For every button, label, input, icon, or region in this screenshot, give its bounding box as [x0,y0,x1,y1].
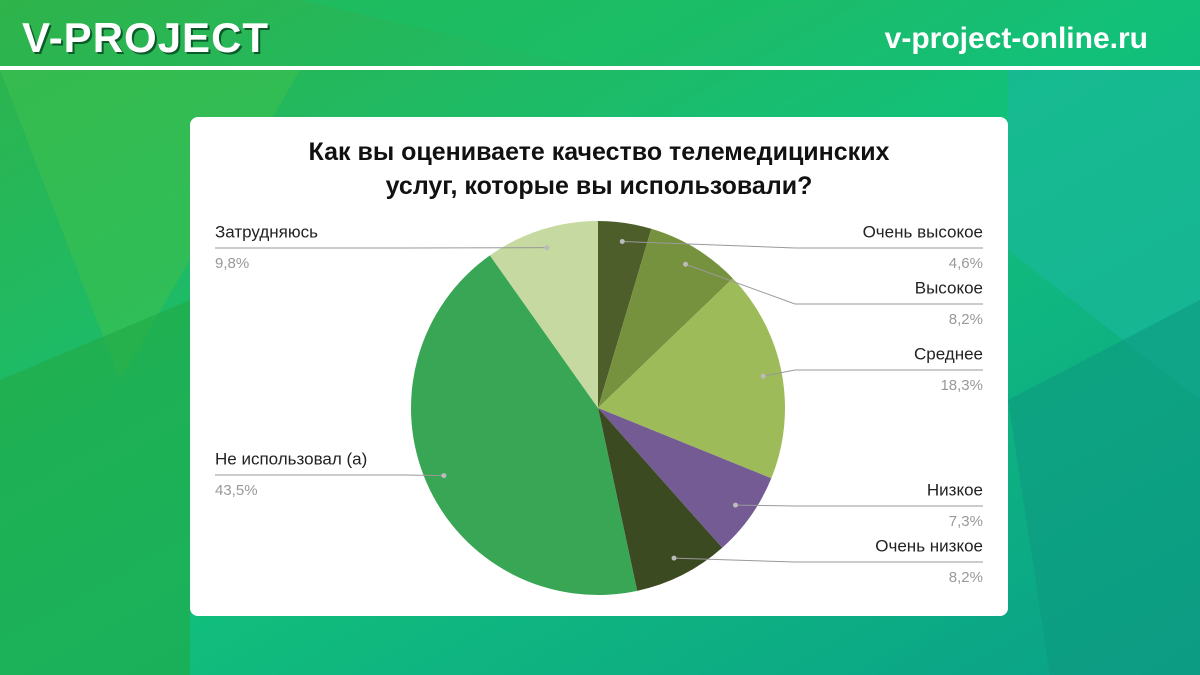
pie-slice [598,221,652,408]
leader-line [215,474,444,477]
leader-line [673,557,983,563]
pie-slice [410,255,638,596]
pie-slice [598,278,785,479]
pie-slice [598,408,723,591]
pie-slice [489,221,598,408]
leader-line [763,369,983,377]
slice-label: Среднее [914,344,983,363]
leader-dot [544,245,550,251]
slice-value-label: 4,6% [949,255,983,272]
slice-value-label: 9,8% [215,255,249,272]
header-rule [0,66,1200,70]
chart-title: Как вы оцениваете качество телемедицинск… [308,138,890,200]
leader-dot [441,473,447,479]
leader-line [622,240,983,249]
leader-dot [732,502,738,508]
slice-label: Очень низкое [875,536,983,555]
slice-label: Очень высокое [863,222,983,241]
bg-shape [1008,300,1200,675]
slice-label: Не использовал (а) [215,449,367,468]
pie-slice [598,228,733,408]
leader-dot [683,261,689,267]
brand: V-PROJECT [22,14,270,61]
pie: Очень высокое 4,6% Высокое 8,2% Среднее 18,3%… [215,221,983,596]
leader-line [685,263,983,305]
leader-dot [760,373,766,379]
slice-label: Затрудняюсь [215,222,318,241]
slice-value-label: 8,2% [949,569,983,586]
slice-value-label: 43,5% [215,482,258,499]
site-url: v-project-online.ru [884,22,1148,55]
slice-value-label: 7,3% [949,513,983,530]
pie-slice [598,408,772,548]
slice-label: Низкое [927,480,983,499]
bg-shape [0,300,190,675]
slice-value-label: 18,3% [940,377,983,394]
leader-dot [671,555,677,561]
leader-line [735,504,983,507]
slice-value-label: 8,2% [949,311,983,328]
leader-dot [619,238,625,244]
bg-shape [300,0,800,70]
bg-shape [1008,70,1200,400]
slice-label: Высокое [915,278,983,297]
